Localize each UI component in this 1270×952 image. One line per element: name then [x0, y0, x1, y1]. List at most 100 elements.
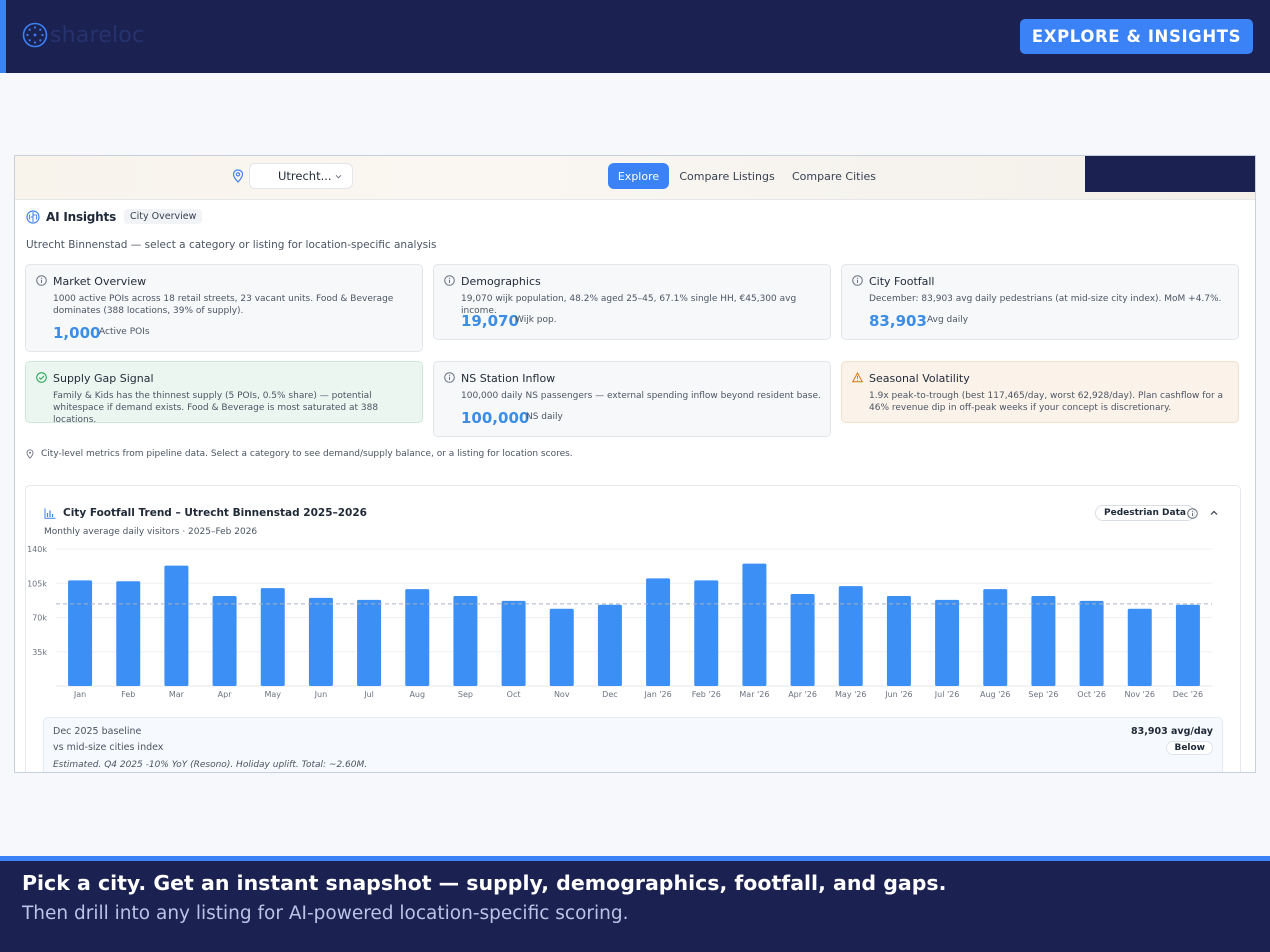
tab-explore[interactable]: Explore	[608, 163, 669, 189]
card-title: Supply Gap Signal	[53, 372, 154, 385]
x-tick-label: Apr '26	[788, 690, 817, 699]
baseline-title: Dec 2025 baseline	[53, 726, 142, 737]
accent-stripe	[0, 0, 6, 73]
info-icon	[852, 275, 863, 286]
info-icon	[36, 275, 47, 286]
city-select[interactable]: Utrecht...	[249, 163, 353, 189]
x-tick-label: Sep '26	[1028, 690, 1058, 699]
card-market-overview[interactable]: Market Overview 1000 active POIs across …	[25, 264, 423, 352]
bar	[1031, 595, 1056, 686]
brain-icon	[26, 209, 40, 224]
card-value: 83,903	[869, 312, 927, 330]
chevron-down-icon	[335, 174, 342, 179]
card-unit: NS daily	[526, 412, 563, 422]
bar	[453, 595, 478, 686]
ai-insights-header: AI Insights City Overview	[26, 209, 203, 224]
bar	[742, 563, 767, 686]
card-description: 19,070 wijk population, 48.2% aged 25–45…	[461, 294, 797, 316]
x-tick-label: Jul	[363, 690, 374, 699]
x-tick-label: Aug '26	[980, 690, 1011, 699]
app-nav: Utrecht... Explore Compare Listings Comp…	[15, 156, 1255, 200]
city-overview-badge: City Overview	[124, 209, 203, 224]
card-unit: Active POIs	[99, 327, 150, 337]
x-tick-label: Jan	[73, 690, 86, 699]
x-tick-label: Nov '26	[1124, 690, 1155, 699]
x-tick-label: Nov	[554, 690, 570, 699]
card-demographics[interactable]: Demographics 19,070 wijk population, 48.…	[433, 264, 831, 340]
x-tick-label: Jun	[314, 690, 328, 699]
info-icon[interactable]	[1187, 508, 1198, 519]
card-city-footfall[interactable]: City Footfall December: 83,903 avg daily…	[841, 264, 1239, 340]
chart-subtitle: Monthly average daily visitors · 2025–Fe…	[44, 527, 258, 537]
tab-compare-cities[interactable]: Compare Cities	[792, 169, 876, 183]
x-tick-label: Feb '26	[692, 690, 721, 699]
pipeline-note: City-level metrics from pipeline data. S…	[26, 449, 573, 459]
card-value: 19,070	[461, 312, 519, 330]
bar	[1175, 604, 1200, 686]
bar	[838, 586, 863, 686]
bar	[501, 600, 526, 686]
baseline-note: Estimated. Q4 2025 -10% YoY (Resono). Ho…	[53, 760, 368, 770]
top-bar: shareloc EXPLORE & INSIGHTS	[0, 0, 1270, 73]
card-title: City Footfall	[869, 275, 935, 288]
card-description: Family & Kids has the thinnest supply (5…	[53, 391, 379, 425]
city-select-value: Utrecht...	[278, 169, 332, 183]
x-tick-label: Feb	[121, 690, 135, 699]
card-title: Demographics	[461, 275, 541, 288]
caption-bar: Pick a city. Get an instant snapshot — s…	[0, 856, 1270, 952]
map-pin-icon	[26, 449, 34, 459]
bar	[1079, 600, 1104, 686]
x-tick-label: Sep	[458, 690, 473, 699]
card-ns-station[interactable]: NS Station Inflow 100,000 daily NS passe…	[433, 361, 831, 437]
bar	[405, 589, 430, 686]
bar	[935, 599, 960, 686]
map-pin-icon	[232, 169, 244, 183]
app-window: Utrecht... Explore Compare Listings Comp…	[14, 155, 1256, 773]
caption-headline: Pick a city. Get an instant snapshot — s…	[22, 871, 947, 895]
info-icon	[444, 275, 455, 286]
y-tick-label: 70k	[32, 614, 47, 623]
card-seasonal-volatility[interactable]: Seasonal Volatility 1.9x peak-to-trough …	[841, 361, 1239, 423]
bar	[646, 578, 671, 686]
bar	[68, 580, 93, 686]
check-circle-icon	[36, 372, 47, 383]
ai-insights-title: AI Insights	[46, 209, 117, 224]
bar	[308, 597, 333, 686]
card-supply-gap[interactable]: Supply Gap Signal Family & Kids has the …	[25, 361, 423, 425]
bar	[1127, 608, 1152, 686]
card-value: 100,000	[461, 409, 530, 427]
nav-dark-panel	[1085, 156, 1255, 192]
y-tick-label: 140k	[27, 545, 47, 554]
card-unit: Avg daily	[927, 315, 969, 325]
bar	[790, 594, 815, 686]
x-tick-label: Dec '26	[1173, 690, 1203, 699]
brand-name: shareloc	[50, 22, 145, 48]
chart-title: City Footfall Trend – Utrecht Binnenstad…	[63, 507, 367, 519]
bar	[164, 565, 189, 686]
bar	[116, 581, 141, 686]
x-tick-label: May	[264, 690, 281, 699]
brand-logo[interactable]: shareloc	[22, 22, 144, 48]
card-value: 1,000	[53, 324, 101, 342]
baseline-panel: Dec 2025 baseline vs mid-size cities ind…	[43, 717, 1223, 772]
bar	[886, 595, 911, 686]
chevron-up-icon[interactable]	[1209, 508, 1219, 518]
x-tick-label: Apr	[218, 690, 233, 699]
ai-subtitle: Utrecht Binnenstad — select a category o…	[26, 239, 437, 251]
bar	[260, 588, 285, 686]
bar	[694, 580, 719, 686]
bar	[983, 589, 1008, 686]
bar	[212, 595, 237, 686]
bar	[549, 608, 574, 686]
below-badge: Below	[1166, 741, 1213, 755]
tab-compare-listings[interactable]: Compare Listings	[679, 169, 775, 183]
x-tick-label: Mar '26	[739, 690, 769, 699]
x-tick-label: Oct	[507, 690, 521, 699]
card-description: 100,000 daily NS passengers — external s…	[461, 391, 821, 401]
pedestrian-data-badge: Pedestrian Data	[1095, 505, 1195, 521]
x-tick-label: Aug	[409, 690, 425, 699]
explore-insights-button[interactable]: EXPLORE & INSIGHTS	[1020, 19, 1253, 54]
card-description: 1.9x peak-to-trough (best 117,465/day, w…	[869, 391, 1224, 413]
pipeline-note-text: City-level metrics from pipeline data. S…	[41, 449, 573, 459]
card-title: NS Station Inflow	[461, 372, 556, 385]
